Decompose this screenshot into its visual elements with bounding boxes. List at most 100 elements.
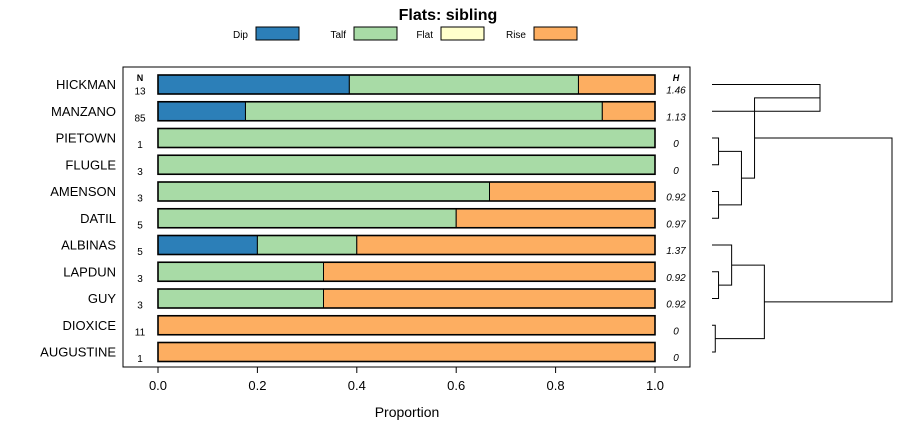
x-tick-label: 0.2 xyxy=(248,378,266,393)
legend-swatch-talf xyxy=(353,26,398,41)
row-label: HICKMAN xyxy=(56,77,116,92)
h-value: 1.13 xyxy=(666,112,686,123)
n-value: 11 xyxy=(135,327,146,338)
h-value: 0 xyxy=(673,166,679,177)
bars-group xyxy=(157,74,656,363)
bar-outline-hickman xyxy=(157,74,656,95)
bar-segment-hickman-dip xyxy=(157,74,350,95)
plot-frame xyxy=(122,66,691,368)
dendrogram-link xyxy=(712,324,716,353)
dendrogram-link xyxy=(712,244,733,286)
n-value: 3 xyxy=(137,194,143,205)
n-value: 3 xyxy=(137,274,143,285)
bar-segment-albinas-talf xyxy=(256,235,358,255)
bar-segment-lapdun-rise xyxy=(323,261,656,282)
h-value: 0 xyxy=(673,353,679,364)
x-tick-label: 1.0 xyxy=(646,378,664,393)
row-label: AMENSON xyxy=(50,184,116,199)
h-value: 0.92 xyxy=(666,273,686,284)
bar-segment-amenson-talf xyxy=(157,181,490,202)
bar-outline-guy xyxy=(157,288,656,309)
x-axis: 0.0 0.2 0.4 0.6 0.8 1.0 xyxy=(149,367,664,393)
dendrogram-link xyxy=(718,150,742,206)
row-label: PIETOWN xyxy=(56,131,116,146)
row-label: DIOXICE xyxy=(63,318,117,333)
bar-outline-dioxice xyxy=(157,314,656,336)
h-value: 0.92 xyxy=(666,193,686,204)
bar-outline-lapdun xyxy=(157,261,656,283)
h-value: 0 xyxy=(673,139,679,150)
bar-segment-flugle-talf xyxy=(157,154,656,175)
legend-label-dip: Dip xyxy=(233,30,248,41)
n-value: 1 xyxy=(137,140,143,151)
bar-segment-guy-talf xyxy=(157,288,325,309)
bar-segment-hickman-talf xyxy=(348,74,579,95)
h-value: 0 xyxy=(673,326,679,337)
h-column-header: H xyxy=(673,73,680,83)
bar-segment-datil-rise xyxy=(455,208,656,229)
row-label: GUY xyxy=(88,291,117,306)
bar-outline-albinas xyxy=(157,234,656,256)
x-tick-label: 0.6 xyxy=(447,378,465,393)
n-value: 5 xyxy=(137,220,143,231)
bar-segment-manzano-dip xyxy=(157,101,246,122)
n-value: 85 xyxy=(134,113,146,124)
bar-segment-guy-rise xyxy=(323,288,656,309)
row-label: DATIL xyxy=(80,211,116,226)
dendrogram xyxy=(712,84,893,353)
legend-label-flat: Flat xyxy=(416,30,433,41)
row-label: AUGUSTINE xyxy=(40,345,116,360)
bar-segment-dioxice-rise xyxy=(157,315,656,336)
legend-swatch-dip xyxy=(255,26,300,41)
row-labels: HICKMAN MANZANO PIETOWN FLUGLE AMENSON DATIL A… xyxy=(40,77,116,360)
legend-label-rise: Rise xyxy=(506,30,526,41)
x-tick-label: 0.4 xyxy=(348,378,366,393)
bar-outline-pietown xyxy=(157,127,656,149)
bar-segment-lapdun-talf xyxy=(157,261,325,282)
bar-outline-flugle xyxy=(157,154,656,176)
x-axis-title: Proportion xyxy=(375,404,440,420)
n-value: 3 xyxy=(137,167,143,178)
n-value: 3 xyxy=(137,301,143,312)
bar-outline-amenson xyxy=(157,181,656,202)
h-value: 1.37 xyxy=(666,246,686,257)
legend-label-talf: Talf xyxy=(330,30,346,41)
dendrogram-link xyxy=(754,137,893,303)
bar-outline-datil xyxy=(157,207,656,229)
legend: Dip Talf Flat Rise xyxy=(233,26,578,41)
bar-segment-albinas-dip xyxy=(157,235,258,255)
bar-segment-amenson-rise xyxy=(488,181,656,202)
n-value: 1 xyxy=(137,354,143,365)
n-value: 5 xyxy=(137,247,143,258)
legend-swatch-rise xyxy=(533,26,578,41)
bar-segment-manzano-talf xyxy=(244,101,603,122)
bar-segment-manzano-rise xyxy=(601,101,656,122)
x-tick-label: 0.8 xyxy=(547,378,565,393)
bar-segment-hickman-rise xyxy=(577,74,656,95)
dendrogram-link xyxy=(741,97,820,179)
chart-title: Flats: sibling xyxy=(399,7,498,24)
x-tick-label: 0.0 xyxy=(149,378,167,393)
bar-outline-manzano xyxy=(157,100,656,122)
h-value: 0.92 xyxy=(666,300,686,311)
dendrogram-link xyxy=(712,137,720,166)
row-label: FLUGLE xyxy=(65,157,116,172)
row-label: LAPDUN xyxy=(63,264,116,279)
legend-swatch-flat xyxy=(440,26,485,41)
bar-segment-pietown-talf xyxy=(157,128,656,148)
bar-segment-albinas-rise xyxy=(356,235,656,255)
dendrogram-link xyxy=(712,191,720,219)
h-value: 0.97 xyxy=(666,219,686,230)
n-column-header: N xyxy=(137,73,144,83)
dendrogram-link xyxy=(715,264,765,340)
row-label: MANZANO xyxy=(51,104,116,119)
row-label: ALBINAS xyxy=(61,238,116,253)
n-value: 13 xyxy=(134,87,146,98)
dendrogram-link xyxy=(712,271,720,299)
bar-segment-datil-talf xyxy=(157,208,457,229)
h-column: 1.46 1.13 0 0 0.92 0.97 1.37 0.92 0.92 0 0 xyxy=(666,86,686,365)
bar-segment-augustine-rise xyxy=(157,342,656,362)
h-value: 1.46 xyxy=(666,86,686,97)
